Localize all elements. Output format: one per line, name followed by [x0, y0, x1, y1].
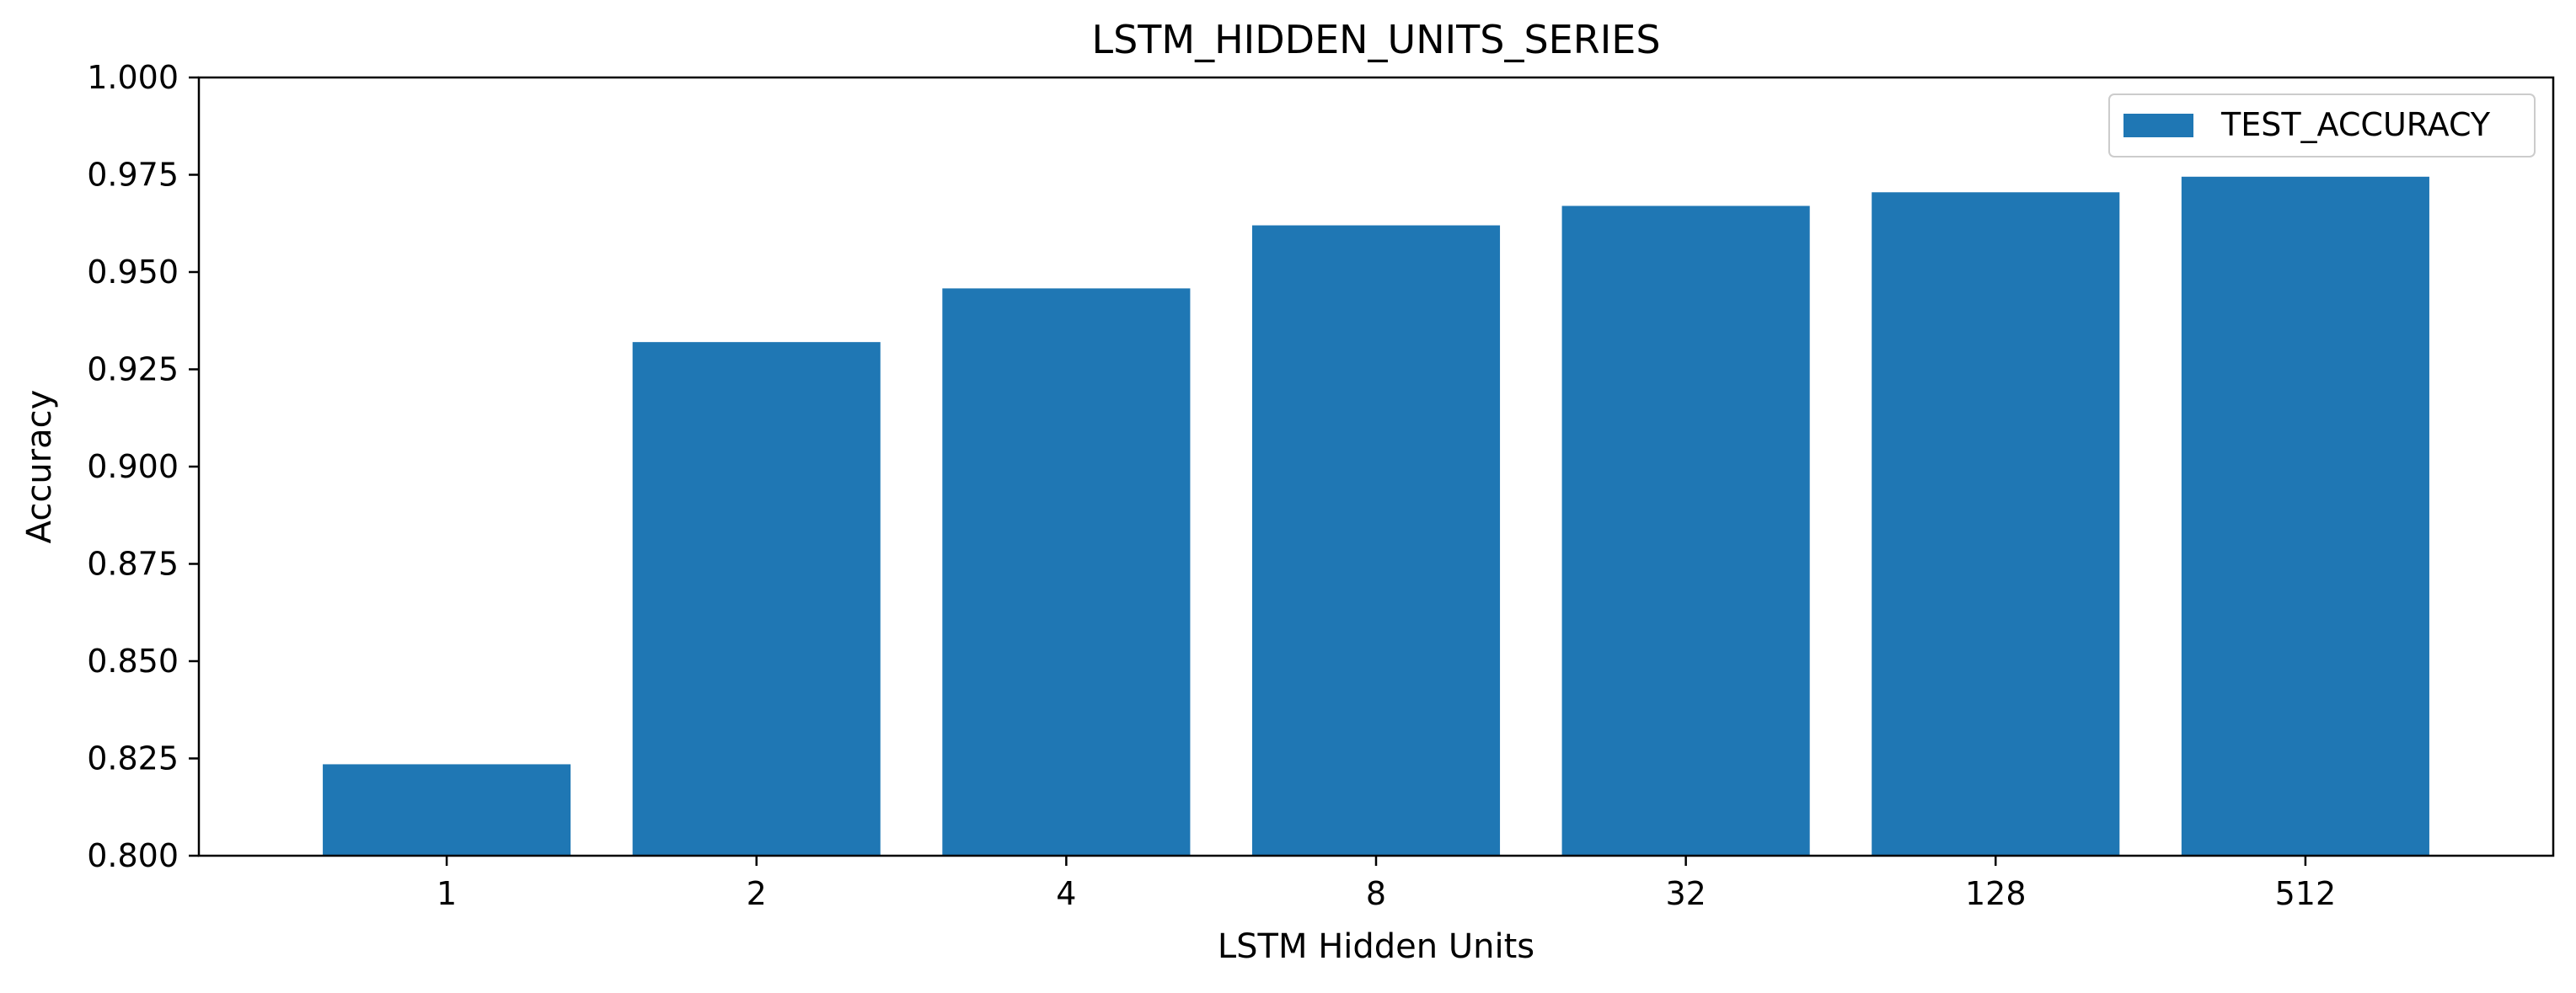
chart-title: LSTM_HIDDEN_UNITS_SERIES: [1091, 17, 1660, 62]
y-tick-label: 0.875: [87, 546, 179, 583]
bar-8: [1251, 225, 1501, 856]
y-tick-label: 0.975: [87, 157, 179, 194]
x-tick-label: 128: [1965, 875, 2027, 912]
legend-swatch: [2123, 114, 2193, 137]
bar-4: [942, 288, 1191, 856]
x-tick-label: 32: [1665, 875, 1706, 912]
bar-512: [2181, 176, 2429, 856]
y-axis-label: Accuracy: [20, 390, 59, 544]
x-tick-label: 1: [436, 875, 457, 912]
x-tick-label: 2: [747, 875, 767, 912]
y-tick-label: 0.925: [87, 351, 179, 388]
x-axis: 1 2 4 8 32 128 512: [436, 856, 2336, 912]
y-tick-label: 0.800: [87, 837, 179, 874]
bar-2: [632, 342, 881, 856]
legend-box: [2108, 93, 2536, 157]
x-axis-label: LSTM Hidden Units: [1218, 927, 1534, 966]
y-tick-label: 0.950: [87, 254, 179, 291]
y-tick-label: 0.900: [87, 448, 179, 485]
bar-128: [1872, 192, 2120, 857]
y-tick-label: 1.000: [87, 59, 179, 96]
y-tick-label: 0.825: [87, 740, 179, 777]
x-tick-label: 8: [1366, 875, 1386, 912]
bar-1: [323, 764, 571, 856]
bars-group: [323, 176, 2429, 857]
x-tick-label: 4: [1056, 875, 1076, 912]
y-tick-label: 0.850: [87, 643, 179, 680]
x-tick-label: 512: [2275, 875, 2337, 912]
y-axis: 0.800 0.825 0.850 0.875 0.900 0.925 0.950 0.975…: [87, 59, 199, 874]
bar-32: [1561, 206, 1810, 856]
legend-label: TEST_ACCURACY: [2220, 106, 2491, 143]
legend: TEST_ACCURACY: [2108, 93, 2536, 157]
